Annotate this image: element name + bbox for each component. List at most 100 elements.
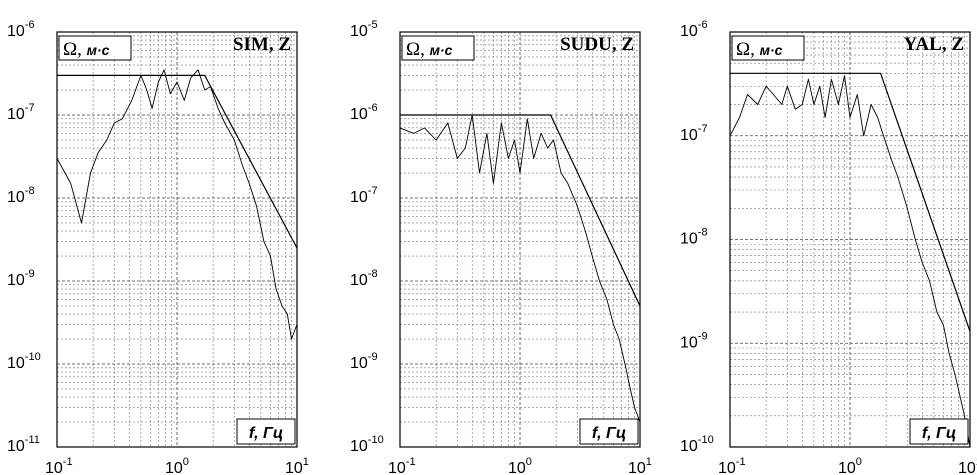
tick-mantissa: 10 xyxy=(350,272,368,289)
y-tick-label: 10-10 xyxy=(7,351,41,372)
tick-mantissa: 10 xyxy=(628,460,646,475)
tick-mantissa: 10 xyxy=(508,460,526,475)
y-tick-label: 10-10 xyxy=(680,434,714,455)
chart-panel-1: 10-1 100 10110-1110-1010-910-810-710-6SIM,… xyxy=(7,19,309,475)
plot-frame xyxy=(729,31,971,448)
tick-exponent: 0 xyxy=(526,456,532,468)
series-line-spectrum xyxy=(729,75,971,448)
tick-mantissa: 10 xyxy=(285,460,303,475)
tick-mantissa: 10 xyxy=(7,438,25,455)
plot-frame xyxy=(399,31,641,448)
x-axis-label: f, Гц xyxy=(592,425,626,442)
tick-exponent: 1 xyxy=(976,456,977,468)
x-tick-label: 100 xyxy=(508,456,532,475)
chart-panel-2: 10-1 100 10110-1010-910-810-710-610-5SUDU,… xyxy=(350,19,652,475)
ylabel-box xyxy=(731,35,805,61)
tick-exponent: -10 xyxy=(698,434,714,446)
tick-mantissa: 10 xyxy=(350,189,368,206)
x-tick-label: 101 xyxy=(285,456,309,475)
tick-mantissa: 10 xyxy=(7,189,25,206)
y-tick-label: 10-8 xyxy=(680,227,708,248)
tick-mantissa: 10 xyxy=(7,106,25,123)
tick-mantissa: 10 xyxy=(7,272,25,289)
tick-exponent: -11 xyxy=(25,434,40,446)
y-axis-unit: м·с xyxy=(760,42,783,58)
tick-mantissa: 10 xyxy=(350,106,368,123)
xlabel-box xyxy=(236,418,296,445)
tick-mantissa: 10 xyxy=(958,460,976,475)
tick-exponent: -10 xyxy=(368,434,384,446)
tick-exponent: -1 xyxy=(63,456,73,468)
y-tick-label: 10-8 xyxy=(7,185,35,206)
chart-title: SUDU, Z xyxy=(560,34,634,55)
tick-exponent: -8 xyxy=(25,185,35,197)
tick-exponent: -6 xyxy=(25,19,35,31)
x-tick-label: 10-1 xyxy=(388,456,416,475)
tick-exponent: -8 xyxy=(368,268,378,280)
y-axis-unit: м·с xyxy=(430,42,453,58)
tick-mantissa: 10 xyxy=(680,23,698,40)
tick-exponent: -9 xyxy=(698,330,708,342)
tick-mantissa: 10 xyxy=(350,355,368,372)
x-tick-label: 100 xyxy=(838,456,862,475)
tick-mantissa: 10 xyxy=(388,460,406,475)
tick-exponent: -9 xyxy=(25,268,35,280)
y-tick-label: 10-7 xyxy=(350,185,378,206)
y-tick-label: 10-6 xyxy=(680,19,708,40)
y-tick-label: 10-9 xyxy=(7,268,35,289)
xlabel-box xyxy=(579,418,639,445)
tick-mantissa: 10 xyxy=(45,460,63,475)
tick-exponent: -1 xyxy=(736,456,746,468)
ylabel-box xyxy=(401,35,475,61)
xlabel-box xyxy=(909,418,969,445)
tick-exponent: -9 xyxy=(368,351,378,363)
y-tick-label: 10-8 xyxy=(350,268,378,289)
grid xyxy=(400,32,640,447)
y-axis-symbol: Ω, xyxy=(406,39,430,60)
tick-exponent: -10 xyxy=(25,351,41,363)
y-axis-symbol: Ω, xyxy=(736,39,760,60)
tick-mantissa: 10 xyxy=(7,23,25,40)
tick-exponent: 1 xyxy=(303,456,309,468)
plot-frame xyxy=(56,31,298,448)
y-tick-label: 10-7 xyxy=(7,102,35,123)
tick-mantissa: 10 xyxy=(350,438,368,455)
y-axis-label: Ω, м·с xyxy=(406,39,453,60)
y-tick-label: 10-10 xyxy=(350,434,384,455)
x-tick-label: 100 xyxy=(165,456,189,475)
tick-exponent: -7 xyxy=(25,102,35,114)
tick-exponent: -6 xyxy=(368,102,378,114)
tick-exponent: 1 xyxy=(646,456,652,468)
chart-title: SIM, Z xyxy=(233,34,291,55)
series-line-model xyxy=(57,74,298,249)
y-axis-unit: м·с xyxy=(87,42,110,58)
x-tick-label: 10-1 xyxy=(718,456,746,475)
series-line-spectrum xyxy=(399,114,641,423)
grid xyxy=(57,32,297,447)
tick-mantissa: 10 xyxy=(838,460,856,475)
tick-mantissa: 10 xyxy=(350,23,368,40)
y-tick-label: 10-9 xyxy=(680,330,708,351)
series-line-model xyxy=(400,114,641,307)
y-tick-label: 10-6 xyxy=(7,19,35,40)
tick-mantissa: 10 xyxy=(680,127,698,144)
y-axis-label: Ω, м·с xyxy=(736,39,783,60)
y-tick-label: 10-9 xyxy=(350,351,378,372)
tick-exponent: -7 xyxy=(698,123,708,135)
grid xyxy=(730,32,970,447)
tick-mantissa: 10 xyxy=(718,460,736,475)
y-tick-label: 10-6 xyxy=(350,102,378,123)
tick-mantissa: 10 xyxy=(7,355,25,372)
y-axis-label: Ω, м·с xyxy=(63,39,110,60)
ylabel-box xyxy=(58,35,132,61)
y-axis-symbol: Ω, xyxy=(63,39,87,60)
series-line-spectrum xyxy=(56,69,298,340)
y-tick-label: 10-11 xyxy=(7,434,40,455)
tick-mantissa: 10 xyxy=(680,231,698,248)
tick-exponent: -1 xyxy=(406,456,416,468)
x-tick-label: 101 xyxy=(628,456,652,475)
series-line-model xyxy=(730,72,971,332)
y-tick-label: 10-7 xyxy=(680,123,708,144)
